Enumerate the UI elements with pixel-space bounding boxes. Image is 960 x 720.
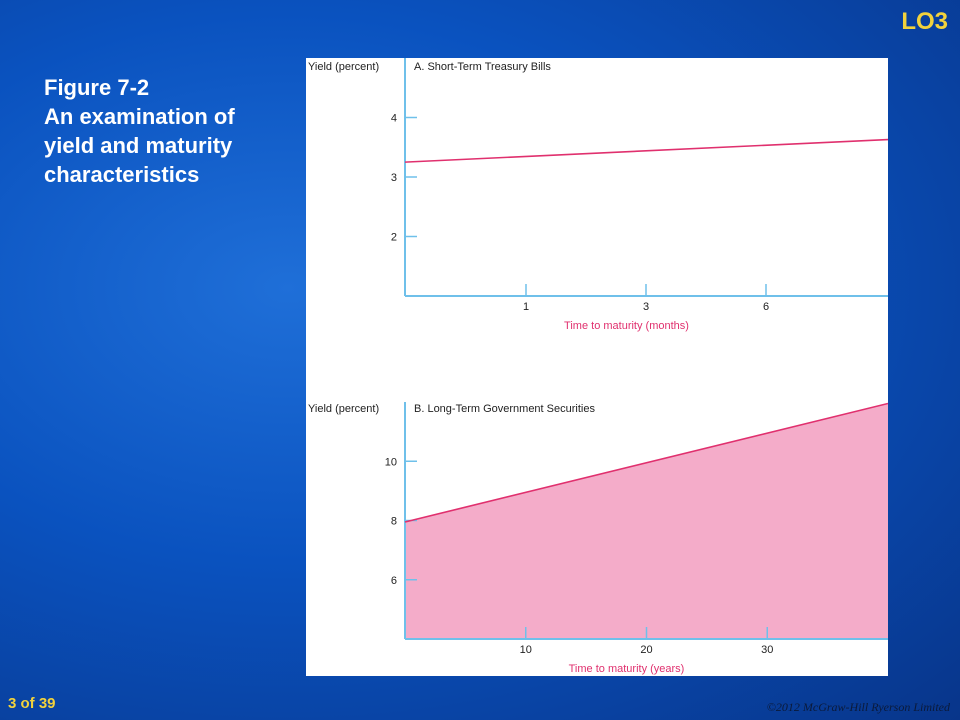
figure-title-line: yield and maturity <box>44 133 233 158</box>
x-tick-label: 6 <box>763 301 769 313</box>
y-tick-label: 3 <box>391 172 397 184</box>
y-tick-label: 4 <box>391 113 397 125</box>
copyright-notice: ©2012 McGraw-Hill Ryerson Limited <box>766 700 950 714</box>
yield-series-line <box>404 138 888 163</box>
y-tick-label: 8 <box>391 516 397 528</box>
x-tick-label: 20 <box>640 644 652 656</box>
figure-title-line: characteristics <box>44 162 200 187</box>
figure-title-line: Figure 7-2 <box>44 75 150 100</box>
chart-title: A. Short-Term Treasury Bills <box>414 61 551 73</box>
chart-panel: Yield (percent) A. Short-Term Treasury Bi… <box>306 58 888 676</box>
learning-objective-badge: LO3 <box>901 8 948 35</box>
y-tick-label: 6 <box>391 575 397 587</box>
yield-maturity-charts: Yield (percent) A. Short-Term Treasury Bi… <box>308 58 888 675</box>
x-tick-label: 30 <box>761 644 773 656</box>
area-fill <box>405 403 888 639</box>
chart-title: B. Long-Term Government Securities <box>414 403 595 415</box>
x-axis-label: Time to maturity (months) <box>564 320 689 332</box>
figure-title-line: An examination of <box>44 104 235 129</box>
y-axis-label: Yield (percent) <box>308 403 379 415</box>
yield-series-line <box>404 402 888 523</box>
x-axis-label: Time to maturity (years) <box>569 663 685 675</box>
y-tick-label: 2 <box>391 232 397 244</box>
page-number: 3 of 39 <box>8 695 56 712</box>
y-tick-label: 10 <box>385 456 397 468</box>
x-tick-label: 3 <box>643 301 649 313</box>
figure-title: Figure 7-2 An examination of yield and m… <box>44 73 294 189</box>
y-axis-label: Yield (percent) <box>308 61 379 73</box>
x-tick-label: 10 <box>520 644 532 656</box>
x-tick-label: 1 <box>523 301 529 313</box>
